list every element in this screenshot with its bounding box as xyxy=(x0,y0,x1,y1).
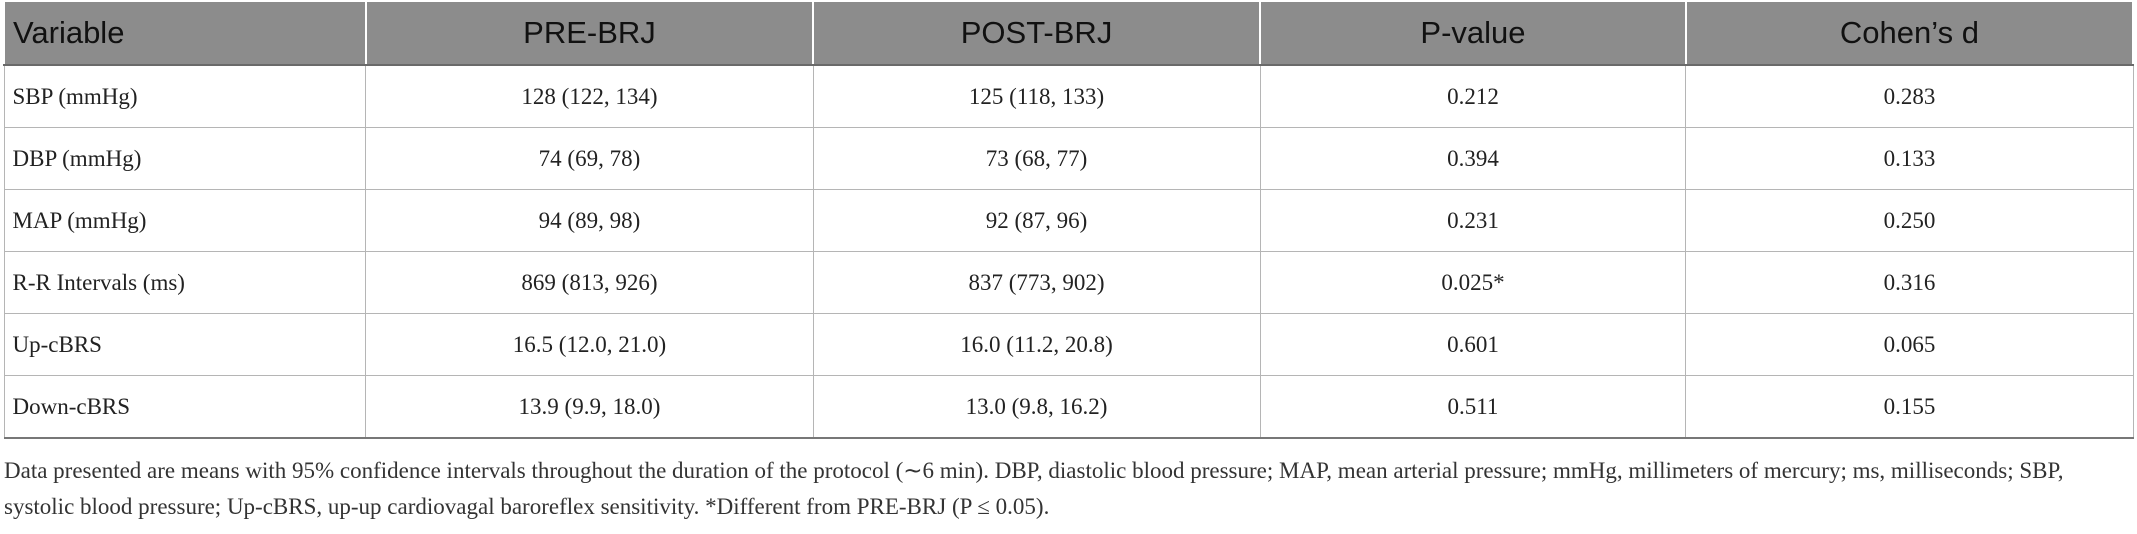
table-cell: 92 (87, 96) xyxy=(812,189,1261,252)
table-cell: 0.212 xyxy=(1259,64,1687,128)
table-row: MAP (mmHg) 94 (89, 98) 92 (87, 96) 0.231 0.2… xyxy=(3,189,2134,252)
table-cell: SBP (mmHg) xyxy=(3,64,367,128)
table-cell: 837 (773, 902) xyxy=(812,251,1261,314)
table-row: Down-cBRS 13.9 (9.9, 18.0) 13.0 (9.8, 16.2… xyxy=(3,375,2134,439)
table-cell: 0.394 xyxy=(1259,127,1687,190)
table-cell: DBP (mmHg) xyxy=(3,127,367,190)
table-cell: 0.250 xyxy=(1685,189,2134,252)
table-cell: Down-cBRS xyxy=(3,375,367,439)
table-cell: 0.231 xyxy=(1259,189,1687,252)
table-cell: 13.0 (9.8, 16.2) xyxy=(812,375,1261,439)
data-table: Variable PRE-BRJ POST-BRJ P-value Cohen’s d … xyxy=(3,0,2135,439)
table-cell: 0.283 xyxy=(1685,64,2134,128)
table-cell: 16.5 (12.0, 21.0) xyxy=(365,313,814,376)
footnote: Data presented are means with 95% confid… xyxy=(4,458,2064,519)
table-cell: 0.511 xyxy=(1259,375,1687,439)
table-cell: 0.133 xyxy=(1685,127,2134,190)
table-cell: 869 (813, 926) xyxy=(365,251,814,314)
table-cell: 16.0 (11.2, 20.8) xyxy=(812,313,1261,376)
table-cell: Up-cBRS xyxy=(3,313,367,376)
table-cell: 94 (89, 98) xyxy=(365,189,814,252)
header-cell: POST-BRJ xyxy=(811,0,1262,66)
table-row: DBP (mmHg) 74 (69, 78) 73 (68, 77) 0.394 0.1… xyxy=(3,127,2134,190)
table-body: SBP (mmHg) 128 (122, 134) 125 (118, 133) 0.… xyxy=(3,64,2134,439)
table-cell: 125 (118, 133) xyxy=(812,64,1261,128)
table-cell: 13.9 (9.9, 18.0) xyxy=(365,375,814,439)
table-cell: 0.065 xyxy=(1685,313,2134,376)
table-cell: 74 (69, 78) xyxy=(365,127,814,190)
table-cell: 73 (68, 77) xyxy=(812,127,1261,190)
table-cell: 128 (122, 134) xyxy=(365,64,814,128)
header-cell: Cohen’s d xyxy=(1684,0,2135,66)
header-cell: Variable xyxy=(3,0,367,66)
table-cell: 0.601 xyxy=(1259,313,1687,376)
table-row: Up-cBRS 16.5 (12.0, 21.0) 16.0 (11.2, 20.8… xyxy=(3,313,2134,376)
table-cell: R-R Intervals (ms) xyxy=(3,251,367,314)
header-cell: PRE-BRJ xyxy=(364,0,815,66)
table-cell: MAP (mmHg) xyxy=(3,189,367,252)
table-row: SBP (mmHg) 128 (122, 134) 125 (118, 133) 0.… xyxy=(3,64,2134,128)
header-cell: P-value xyxy=(1259,0,1687,66)
header-row: Variable PRE-BRJ POST-BRJ P-value Cohen’s d xyxy=(3,0,2135,66)
table-cell: 0.316 xyxy=(1685,251,2134,314)
table-row: R-R Intervals (ms) 869 (813, 926) 837 (773… xyxy=(3,251,2134,314)
table-cell: 0.155 xyxy=(1685,375,2134,439)
table-cell: 0.025* xyxy=(1259,251,1687,314)
